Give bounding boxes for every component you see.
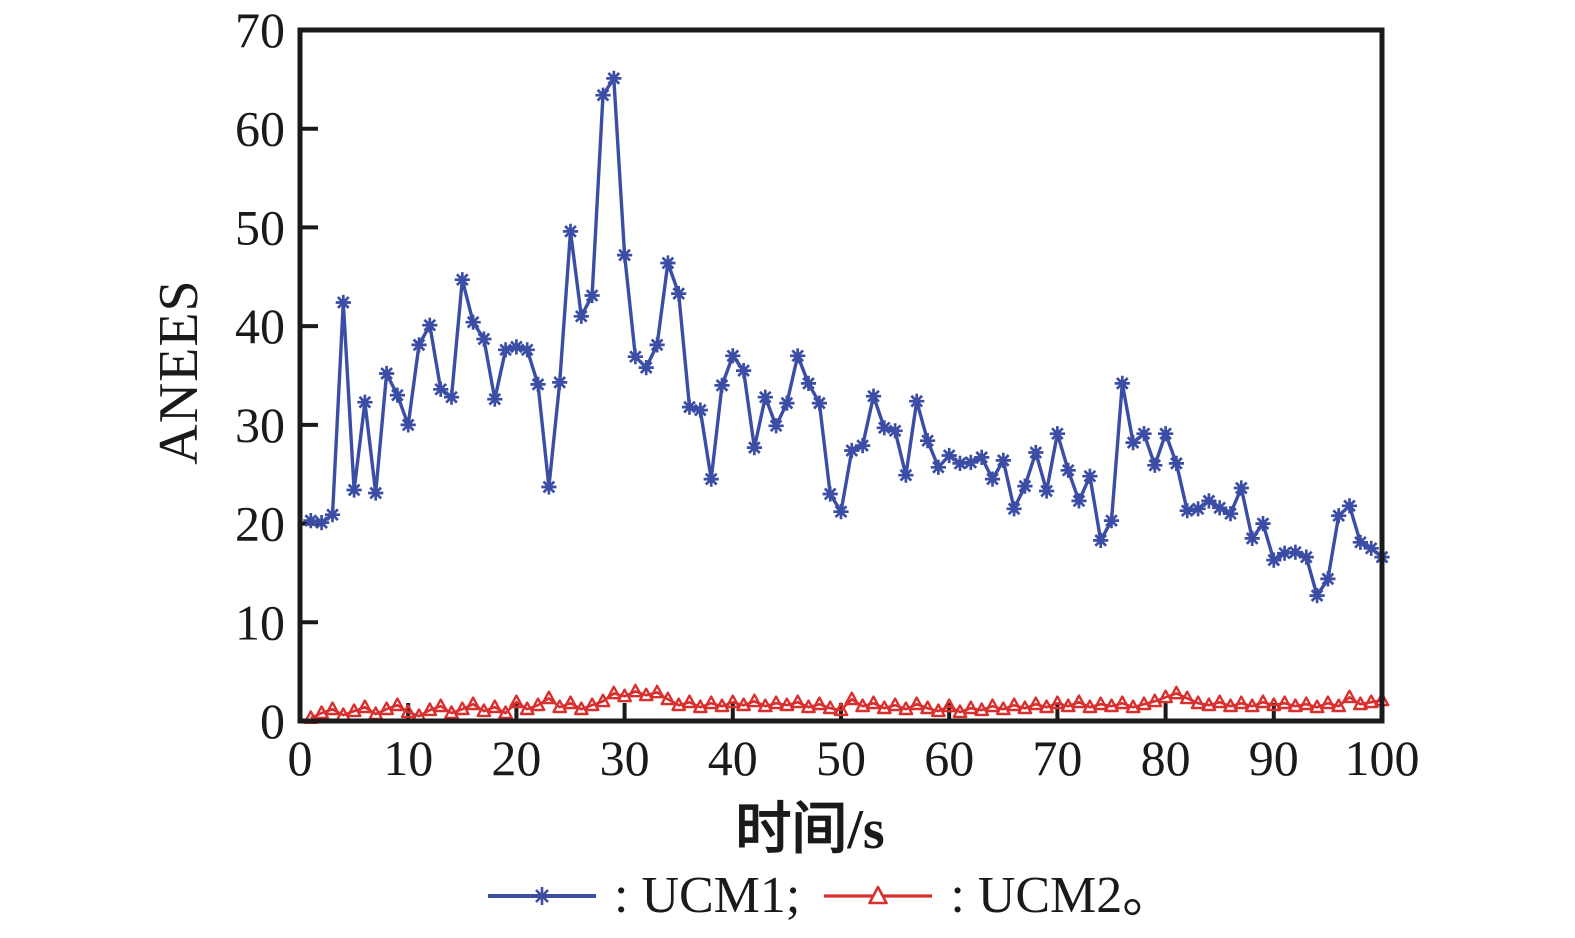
x-tick-label: 70	[1032, 730, 1082, 786]
plot-border	[297, 27, 1385, 724]
y-tick-label: 50	[235, 199, 285, 255]
legend-item-ucm2: : UCM2。	[822, 867, 1175, 924]
y-tick-label: 20	[235, 496, 285, 552]
x-tick-label: 0	[288, 730, 313, 786]
x-tick-label: 50	[816, 730, 866, 786]
y-axis-title: ANEES	[148, 279, 210, 465]
x-tick-label: 10	[383, 730, 433, 786]
ucm1-line-asterisk-icon	[488, 887, 596, 905]
ucm1-line	[310, 73, 1384, 600]
plot-area: 0 10 20 30 40 50 60 70 80 90 100 0 10 20 30 40 50 60 70	[235, 2, 1420, 786]
x-axis-title: 时间/s	[735, 799, 885, 861]
legend-item-ucm1: : UCM1;	[486, 867, 801, 924]
y-tick-label: 40	[235, 298, 285, 354]
legend-label-ucm2: : UCM2。	[950, 867, 1175, 924]
y-tick-label: 0	[260, 693, 285, 749]
legend-label-ucm1: : UCM1;	[614, 867, 801, 924]
ucm1-markers	[303, 70, 1390, 604]
x-tick-label: 30	[600, 730, 650, 786]
x-tick-label: 60	[924, 730, 974, 786]
x-tick-label: 90	[1249, 730, 1299, 786]
x-tick-label: 100	[1345, 730, 1420, 786]
x-tick-label: 80	[1141, 730, 1191, 786]
ucm2-line-triangle-icon	[824, 885, 933, 905]
y-tick-label: 70	[235, 2, 285, 58]
y-tick-label: 30	[235, 397, 285, 453]
y-tick-label: 60	[235, 101, 285, 157]
legend: : UCM1; : UCM2。	[486, 867, 1175, 924]
x-tick-label: 40	[708, 730, 758, 786]
axis-ticks	[298, 28, 1384, 723]
x-tick-label: 20	[491, 730, 541, 786]
y-tick-label: 10	[235, 594, 285, 650]
